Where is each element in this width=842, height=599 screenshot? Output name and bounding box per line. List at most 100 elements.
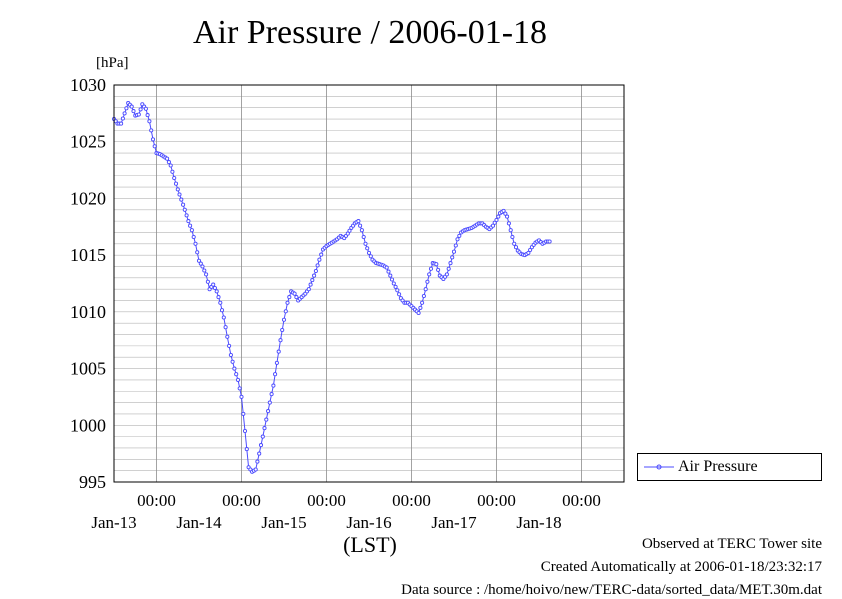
data-point: [152, 144, 157, 149]
data-point: [184, 213, 189, 218]
data-point: [453, 243, 458, 248]
data-point: [170, 169, 175, 174]
data-point: [244, 447, 249, 452]
data-point: [214, 289, 219, 294]
data-point: [145, 113, 150, 118]
data-point: [503, 211, 508, 216]
data-point: [228, 352, 233, 358]
x-tick-date-label: Jan-16: [346, 513, 391, 532]
data-point: [237, 386, 242, 391]
x-tick-time-label: 00:00: [137, 491, 176, 510]
data-point: [260, 434, 265, 439]
data-point: [455, 237, 460, 242]
data-point: [395, 288, 400, 293]
legend-marker: [644, 464, 674, 470]
data-point: [257, 451, 262, 456]
y-tick-label: 1030: [70, 75, 106, 95]
x-tick-date-label: Jan-17: [431, 513, 477, 532]
data-point: [182, 207, 187, 212]
data-point: [234, 372, 239, 377]
data-point: [313, 268, 318, 274]
data-point: [359, 228, 364, 233]
data-point: [425, 279, 430, 284]
data-point: [393, 284, 398, 289]
data-point: [264, 417, 269, 422]
data-point: [230, 359, 235, 364]
data-point: [173, 181, 179, 186]
data-point: [166, 160, 171, 165]
data-point: [216, 295, 221, 300]
data-point: [258, 443, 264, 448]
data-point: [365, 246, 370, 251]
data-point: [177, 192, 182, 197]
y-tick-label: 995: [79, 472, 106, 492]
data-point: [448, 261, 453, 266]
data-point: [195, 250, 200, 255]
data-point: [267, 400, 272, 405]
legend: Air Pressure: [637, 453, 822, 481]
data-point: [494, 217, 499, 223]
series-line: [113, 102, 550, 473]
data-point: [345, 231, 350, 236]
data-point: [436, 267, 441, 272]
data-point: [198, 261, 203, 266]
footer-source: Data source : /home/hoivo/new/TERC-data/…: [401, 582, 822, 598]
data-point: [193, 241, 198, 246]
data-point: [262, 426, 267, 431]
data-point: [122, 111, 127, 116]
y-tick-label: 1025: [70, 132, 106, 152]
data-point: [172, 175, 177, 181]
data-point: [317, 257, 322, 262]
footer-observed: Observed at TERC Tower site: [641, 536, 822, 552]
data-point: [427, 272, 432, 277]
y-tick-label: 1020: [70, 188, 106, 208]
x-tick-time-label: 00:00: [392, 491, 431, 510]
data-point: [368, 254, 373, 259]
data-point: [386, 269, 391, 274]
x-tick-date-label: Jan-15: [261, 513, 306, 532]
data-point: [225, 334, 230, 339]
data-point: [189, 228, 194, 233]
data-point: [179, 197, 184, 202]
data-point: [428, 266, 434, 271]
x-tick-time-label: 00:00: [477, 491, 516, 510]
data-point: [391, 281, 396, 286]
x-tick-time-label: 00:00: [307, 491, 346, 510]
data-point: [119, 121, 124, 126]
data-point: [255, 459, 260, 464]
data-point: [294, 295, 299, 300]
data-point: [124, 106, 129, 111]
data-point: [501, 208, 506, 213]
x-axis-label: (LST): [343, 532, 397, 557]
data-point: [200, 264, 205, 269]
data-point: [269, 392, 274, 397]
data-point: [168, 163, 173, 168]
data-point: [496, 214, 501, 219]
data-point: [315, 263, 320, 268]
data-point: [223, 325, 228, 330]
y-axis-unit-label: [hPa]: [96, 55, 129, 71]
data-point: [150, 137, 156, 142]
data-point: [136, 112, 141, 117]
data-point: [363, 241, 368, 246]
data-point: [528, 247, 533, 253]
data-point: [232, 366, 237, 371]
x-tick-date-label: Jan-14: [176, 513, 222, 532]
data-point: [492, 220, 497, 225]
plot-frame: [113, 84, 625, 483]
data-point: [221, 315, 226, 320]
data-point: [242, 428, 248, 434]
data-point: [219, 308, 225, 313]
data-point: [444, 272, 449, 277]
data-point: [512, 241, 517, 246]
data-point: [310, 278, 315, 283]
data-point: [205, 279, 210, 284]
data-point: [149, 128, 154, 133]
data-point: [356, 219, 361, 224]
data-point: [420, 300, 425, 305]
data-point: [285, 300, 290, 305]
data-point: [287, 295, 292, 300]
data-point: [510, 234, 515, 240]
data-point: [241, 411, 246, 416]
data-point: [526, 250, 531, 255]
